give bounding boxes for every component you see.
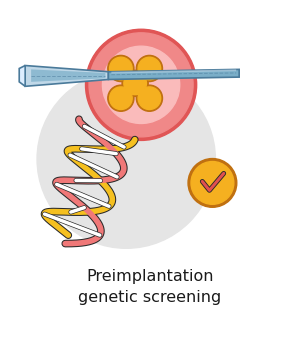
Circle shape — [89, 33, 193, 137]
Circle shape — [110, 57, 132, 80]
Circle shape — [108, 85, 134, 111]
Polygon shape — [111, 69, 236, 73]
Circle shape — [85, 29, 197, 140]
Circle shape — [37, 70, 215, 248]
Circle shape — [138, 57, 161, 80]
Circle shape — [188, 159, 237, 207]
Circle shape — [191, 161, 234, 204]
Circle shape — [110, 87, 132, 110]
Circle shape — [122, 70, 148, 96]
Circle shape — [102, 46, 180, 124]
Text: Preimplantation: Preimplantation — [86, 269, 214, 284]
Circle shape — [136, 55, 163, 81]
Polygon shape — [25, 65, 108, 86]
Circle shape — [124, 72, 146, 95]
Circle shape — [138, 87, 161, 110]
Polygon shape — [108, 69, 239, 79]
Polygon shape — [31, 69, 105, 82]
Polygon shape — [19, 65, 25, 86]
Circle shape — [136, 85, 163, 111]
Circle shape — [108, 55, 134, 81]
Text: genetic screening: genetic screening — [78, 290, 222, 305]
